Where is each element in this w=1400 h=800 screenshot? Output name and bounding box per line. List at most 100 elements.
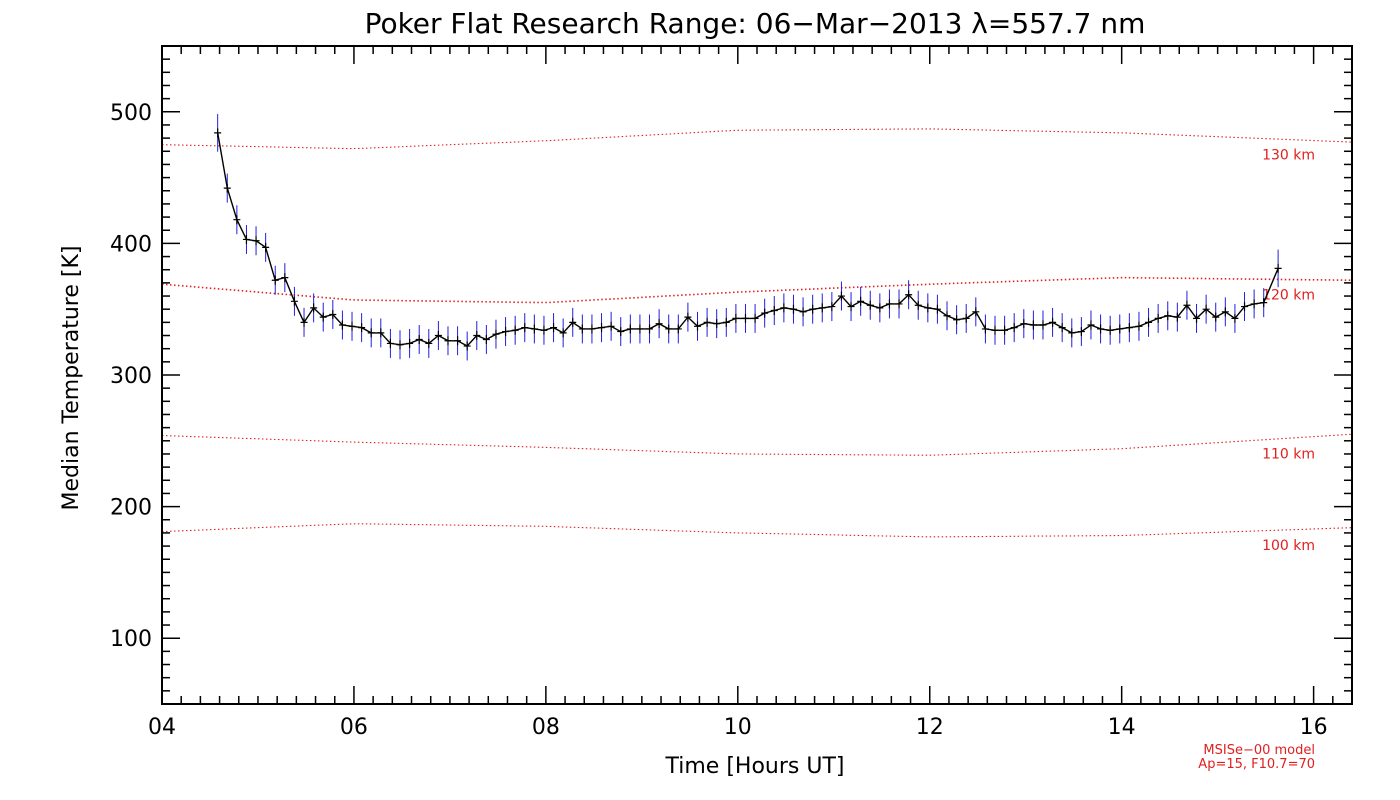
data-point bbox=[799, 307, 807, 317]
data-point bbox=[1001, 325, 1009, 335]
data-point bbox=[626, 324, 634, 334]
data-point bbox=[1241, 302, 1249, 312]
data-point bbox=[1010, 323, 1018, 333]
data-point bbox=[847, 302, 855, 312]
data-point bbox=[1020, 319, 1028, 329]
data-point bbox=[290, 296, 298, 306]
data-point bbox=[1077, 327, 1085, 337]
plot-frame bbox=[161, 45, 1353, 705]
data-point bbox=[233, 215, 241, 225]
data-point bbox=[1231, 313, 1239, 323]
x-tick-label: 06 bbox=[340, 715, 368, 740]
data-point bbox=[578, 324, 586, 334]
data-point bbox=[271, 275, 279, 285]
data-point bbox=[598, 323, 606, 333]
x-axis-label: Time [Hours UT] bbox=[665, 754, 845, 779]
data-point bbox=[300, 317, 308, 327]
data-point bbox=[694, 321, 701, 331]
data-point bbox=[1202, 304, 1210, 314]
data-point bbox=[665, 324, 673, 334]
data-point bbox=[1154, 313, 1162, 323]
y-tick-label: 300 bbox=[110, 364, 152, 389]
x-tick-label: 12 bbox=[916, 715, 944, 740]
y-tick-label: 500 bbox=[110, 101, 152, 126]
y-tick-label: 100 bbox=[110, 627, 152, 652]
data-point bbox=[684, 312, 692, 322]
data-point bbox=[434, 331, 442, 341]
data-point bbox=[425, 338, 433, 348]
model-line-label: 100 km bbox=[1262, 538, 1315, 554]
data-point bbox=[1212, 312, 1220, 322]
model-note-line-2: Ap=15, F10.7=70 bbox=[1198, 757, 1315, 772]
data-point bbox=[780, 303, 788, 313]
data-point bbox=[1250, 299, 1258, 309]
data-point bbox=[1173, 312, 1181, 322]
data-point bbox=[655, 319, 663, 329]
data-point bbox=[770, 306, 778, 316]
x-tick-label: 10 bbox=[724, 715, 752, 740]
data-point bbox=[809, 304, 817, 314]
data-point bbox=[521, 323, 529, 333]
data-point bbox=[358, 323, 366, 333]
model-line-120-km bbox=[161, 276, 1353, 304]
data-point bbox=[559, 328, 567, 338]
x-tick-label: 14 bbox=[1108, 715, 1136, 740]
data-point bbox=[310, 303, 318, 313]
data-point bbox=[214, 128, 222, 138]
data-point bbox=[905, 290, 913, 300]
data-point bbox=[319, 312, 327, 322]
data-point bbox=[713, 319, 721, 329]
data-point bbox=[866, 300, 874, 310]
data-point bbox=[473, 331, 481, 341]
data-point bbox=[406, 338, 414, 348]
y-tick-label: 400 bbox=[110, 232, 152, 257]
data-point bbox=[1039, 320, 1047, 330]
data-point bbox=[895, 299, 903, 309]
data-point bbox=[1164, 311, 1172, 321]
error-bars bbox=[217, 114, 1279, 361]
data-point bbox=[953, 315, 961, 325]
axes: 100 200 300 400 500 04 06 08 10 12 14 16 bbox=[110, 45, 1353, 740]
data-point bbox=[761, 308, 769, 318]
data-point bbox=[876, 303, 884, 313]
data-point bbox=[329, 309, 337, 319]
data-point bbox=[367, 328, 375, 338]
data-point bbox=[588, 324, 596, 334]
data-point bbox=[789, 304, 797, 314]
data-point bbox=[617, 327, 625, 337]
data-point bbox=[1260, 298, 1268, 308]
data-point bbox=[1193, 313, 1201, 323]
x-tick-label: 08 bbox=[532, 715, 560, 740]
data-point bbox=[1116, 324, 1124, 334]
data-point bbox=[991, 325, 999, 335]
data-point bbox=[550, 323, 558, 333]
data-point bbox=[646, 324, 654, 334]
data-point bbox=[914, 300, 922, 310]
data-point bbox=[444, 336, 452, 346]
data-point bbox=[511, 325, 519, 335]
data-point bbox=[1097, 324, 1105, 334]
data-point bbox=[962, 313, 970, 323]
data-point bbox=[1068, 328, 1076, 338]
data-point bbox=[933, 304, 941, 314]
data-point bbox=[943, 311, 951, 321]
data-point bbox=[837, 291, 845, 301]
data-point bbox=[242, 234, 250, 244]
data-point bbox=[828, 302, 836, 312]
data-point bbox=[482, 334, 490, 344]
data-point bbox=[569, 317, 577, 327]
data-point bbox=[386, 338, 394, 348]
data-point bbox=[252, 236, 260, 246]
data-point bbox=[262, 242, 270, 252]
data-point bbox=[281, 273, 289, 283]
data-point bbox=[1106, 325, 1114, 335]
data-point bbox=[607, 321, 615, 331]
data-point bbox=[396, 340, 404, 350]
data-point bbox=[454, 336, 462, 346]
chart-title: Poker Flat Research Range: 06−Mar−2013 λ… bbox=[365, 7, 1146, 40]
data-point bbox=[818, 303, 826, 313]
x-tick-label: 16 bbox=[1300, 715, 1328, 740]
data-point bbox=[1087, 320, 1095, 330]
data-point bbox=[1274, 263, 1282, 273]
data-point bbox=[703, 317, 711, 327]
